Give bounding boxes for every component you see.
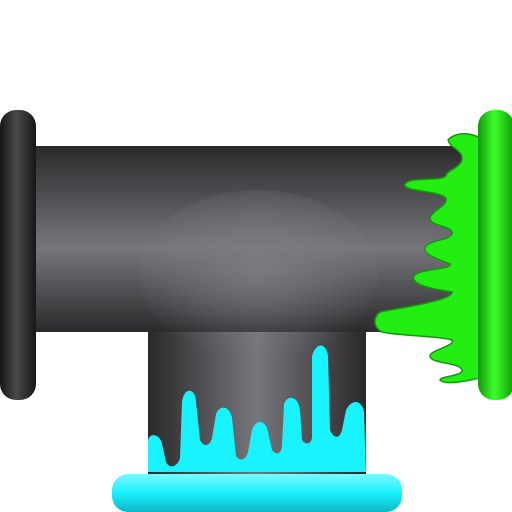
right-flange bbox=[478, 110, 512, 400]
bottom-flange bbox=[112, 474, 402, 512]
left-flange bbox=[0, 110, 36, 400]
pipe-body bbox=[30, 146, 482, 360]
green-slime-icon bbox=[374, 133, 481, 384]
cyan-slime-icon bbox=[148, 345, 366, 472]
